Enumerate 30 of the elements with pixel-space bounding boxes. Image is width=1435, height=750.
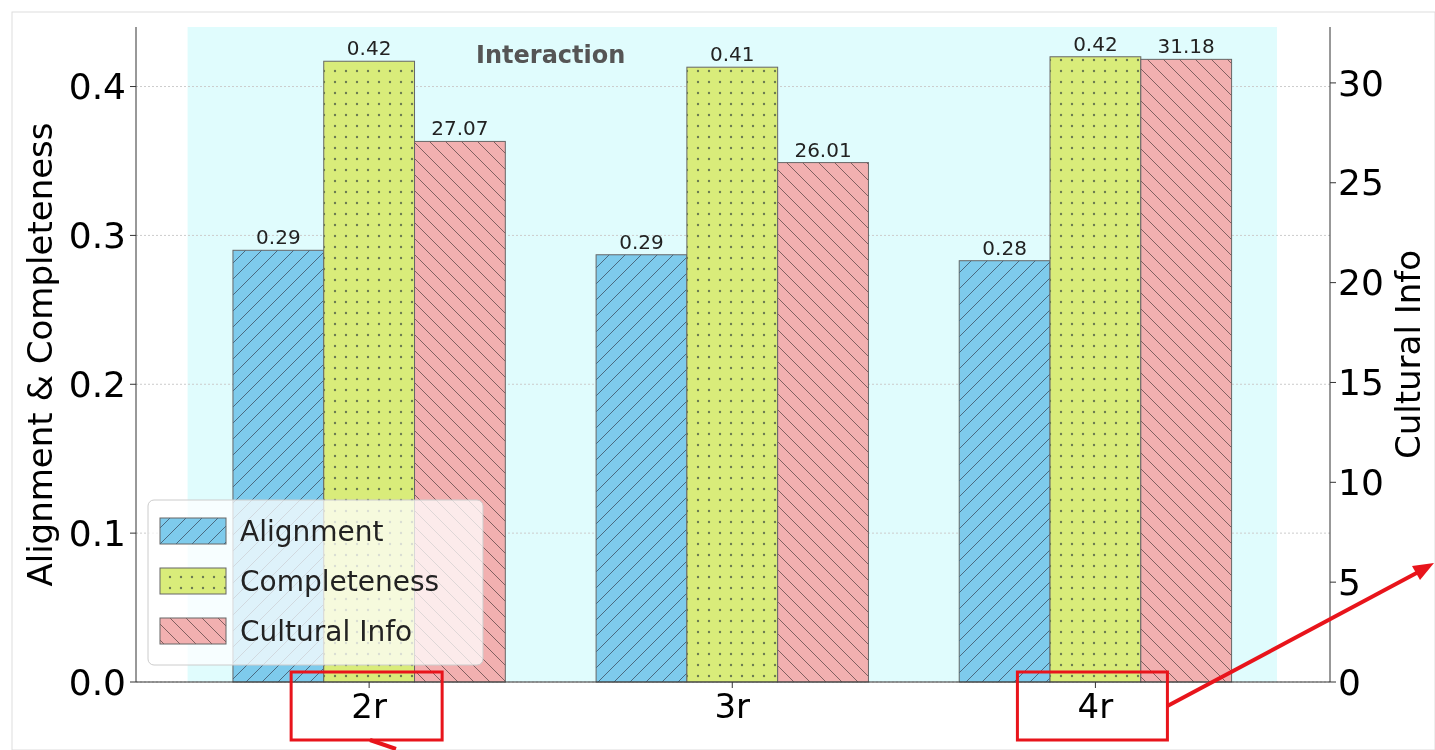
y-tick-label: 0.0 [68,661,126,703]
data-label: 0.42 [346,36,392,61]
data-label: 0.29 [256,225,301,250]
legend-label: Cultural Info [240,614,413,648]
data-label: 0.41 [710,42,755,67]
data-label: 0.42 [1073,31,1118,56]
y2-axis-title: Cultural Info [1388,249,1428,460]
band-label: Interaction [476,41,626,69]
legend-label: Completeness [240,564,440,598]
x-tick-label: 2r [351,686,387,726]
y2-tick-label: 25 [1338,162,1384,204]
y-axis-title: Alignment & Completeness [20,122,60,587]
y2-tick-label: 5 [1338,561,1361,603]
y-tick-label: 0.4 [68,66,126,108]
data-label: 26.01 [794,137,852,162]
legend-label: Alignment [240,514,384,548]
y2-tick-label: 15 [1338,362,1384,404]
y2-tick-label: 20 [1338,262,1384,304]
data-label: 0.28 [982,235,1027,260]
x-tick-label: 4r [1077,686,1114,726]
data-label: 31.18 [1157,34,1215,59]
y2-tick-label: 30 [1338,62,1384,104]
y-tick-label: 0.1 [68,512,126,554]
y2-tick-label: 0 [1338,661,1361,703]
y-tick-label: 0.2 [68,363,126,405]
x-tick-label: 3r [714,686,751,726]
data-label: 0.29 [619,229,664,254]
y2-tick-label: 10 [1338,461,1384,503]
data-label: 27.07 [431,116,489,141]
y-tick-label: 0.3 [68,215,126,257]
